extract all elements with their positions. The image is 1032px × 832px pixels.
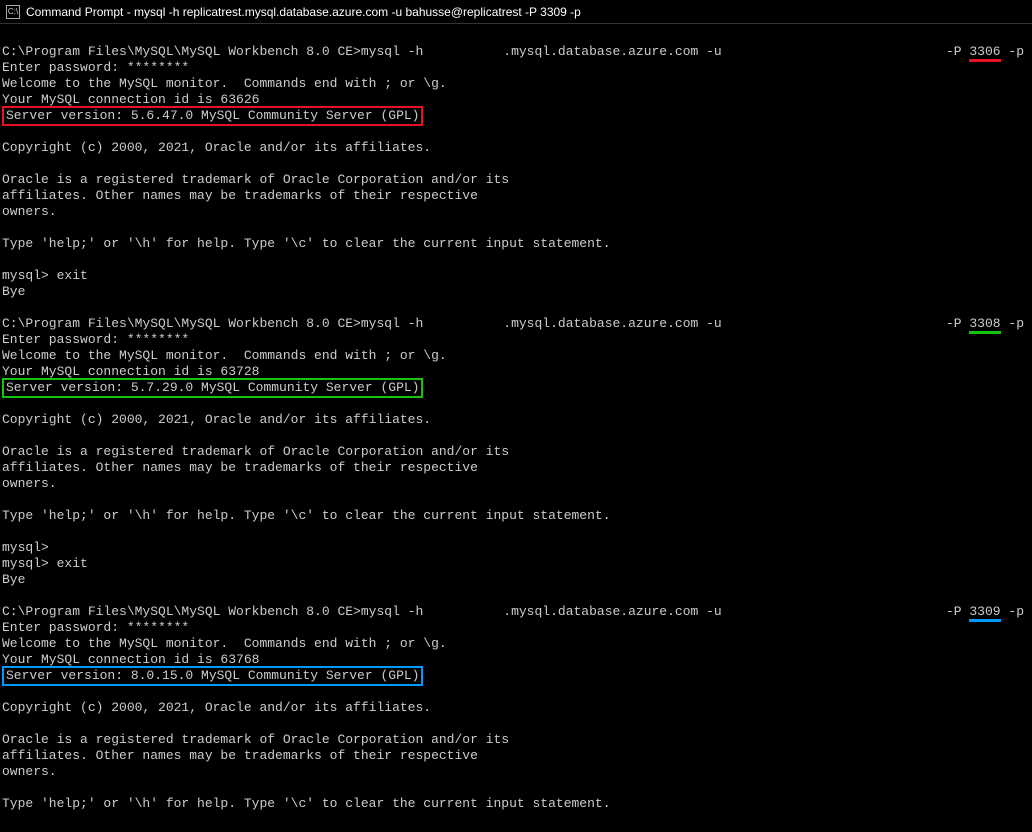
terminal-line	[2, 780, 1030, 796]
terminal-line	[2, 524, 1030, 540]
port-suffix: -p	[1001, 604, 1024, 619]
terminal-line: mysql> exit	[2, 268, 1030, 284]
cmd-text: .mysql.database.azure.com -u	[503, 316, 721, 332]
port-suffix: -p	[1001, 44, 1024, 59]
terminal-line	[2, 252, 1030, 268]
command-line: C:\Program Files\MySQL\MySQL Workbench 8…	[2, 316, 1030, 332]
terminal-line: Welcome to the MySQL monitor. Commands e…	[2, 636, 1030, 652]
cmd-text: .mysql.database.azure.com -u	[503, 44, 721, 60]
terminal-line: Copyright (c) 2000, 2021, Oracle and/or …	[2, 700, 1030, 716]
terminal-line: Type 'help;' or '\h' for help. Type '\c'…	[2, 508, 1030, 524]
terminal-line	[2, 588, 1030, 604]
terminal-line: Enter password: ********	[2, 332, 1030, 348]
terminal-line: Enter password: ********	[2, 620, 1030, 636]
terminal-line	[2, 156, 1030, 172]
redacted-host-gap	[423, 604, 503, 620]
port-flag: -P	[946, 44, 969, 59]
port-flag: -P	[946, 604, 969, 619]
terminal-line: affiliates. Other names may be trademark…	[2, 748, 1030, 764]
terminal-line: Enter password: ********	[2, 60, 1030, 76]
version-line: Server version: 8.0.15.0 MySQL Community…	[2, 668, 1030, 684]
window-title: Command Prompt - mysql -h replicatrest.m…	[26, 5, 581, 19]
port-suffix: -p	[1001, 316, 1024, 331]
terminal-line	[2, 300, 1030, 316]
command-line: C:\Program Files\MySQL\MySQL Workbench 8…	[2, 604, 1030, 620]
port-arg: -P 3308 -p	[946, 316, 1024, 332]
terminal-line	[2, 716, 1030, 732]
redacted-host-gap	[423, 316, 503, 332]
port-arg: -P 3309 -p	[946, 604, 1024, 620]
cmd-text: C:\Program Files\MySQL\MySQL Workbench 8…	[2, 316, 423, 332]
terminal-line	[2, 124, 1030, 140]
cmd-text: .mysql.database.azure.com -u	[503, 604, 721, 620]
terminal-output[interactable]: C:\Program Files\MySQL\MySQL Workbench 8…	[0, 24, 1032, 832]
terminal-line: Oracle is a registered trademark of Orac…	[2, 732, 1030, 748]
port-arg: -P 3306 -p	[946, 44, 1024, 60]
terminal-line	[2, 428, 1030, 444]
terminal-line	[2, 220, 1030, 236]
version-line: Server version: 5.7.29.0 MySQL Community…	[2, 380, 1030, 396]
terminal-line	[2, 396, 1030, 412]
window-title-bar: C:\ Command Prompt - mysql -h replicatre…	[0, 0, 1032, 24]
version-highlight: Server version: 5.6.47.0 MySQL Community…	[2, 106, 423, 126]
terminal-line: affiliates. Other names may be trademark…	[2, 460, 1030, 476]
terminal-line: Oracle is a registered trademark of Orac…	[2, 444, 1030, 460]
version-highlight: Server version: 8.0.15.0 MySQL Community…	[2, 666, 423, 686]
terminal-line	[2, 492, 1030, 508]
terminal-line: Bye	[2, 572, 1030, 588]
terminal-line: mysql>	[2, 540, 1030, 556]
redacted-host-gap	[423, 44, 503, 60]
terminal-line: Welcome to the MySQL monitor. Commands e…	[2, 76, 1030, 92]
terminal-line: Copyright (c) 2000, 2021, Oracle and/or …	[2, 140, 1030, 156]
terminal-line: Oracle is a registered trademark of Orac…	[2, 172, 1030, 188]
terminal-line: mysql> exit	[2, 556, 1030, 572]
port-flag: -P	[946, 316, 969, 331]
cmd-icon: C:\	[6, 5, 20, 19]
cmd-text: C:\Program Files\MySQL\MySQL Workbench 8…	[2, 604, 423, 620]
terminal-line: Bye	[2, 284, 1030, 300]
command-line: C:\Program Files\MySQL\MySQL Workbench 8…	[2, 44, 1030, 60]
terminal-line: Copyright (c) 2000, 2021, Oracle and/or …	[2, 412, 1030, 428]
terminal-line: Welcome to the MySQL monitor. Commands e…	[2, 348, 1030, 364]
version-highlight: Server version: 5.7.29.0 MySQL Community…	[2, 378, 423, 398]
terminal-line	[2, 812, 1030, 828]
terminal-line: affiliates. Other names may be trademark…	[2, 188, 1030, 204]
cmd-text: C:\Program Files\MySQL\MySQL Workbench 8…	[2, 44, 423, 60]
terminal-line: Type 'help;' or '\h' for help. Type '\c'…	[2, 236, 1030, 252]
terminal-line: Type 'help;' or '\h' for help. Type '\c'…	[2, 796, 1030, 812]
terminal-line: owners.	[2, 476, 1030, 492]
terminal-line	[2, 684, 1030, 700]
terminal-line: owners.	[2, 764, 1030, 780]
version-line: Server version: 5.6.47.0 MySQL Community…	[2, 108, 1030, 124]
terminal-line: owners.	[2, 204, 1030, 220]
